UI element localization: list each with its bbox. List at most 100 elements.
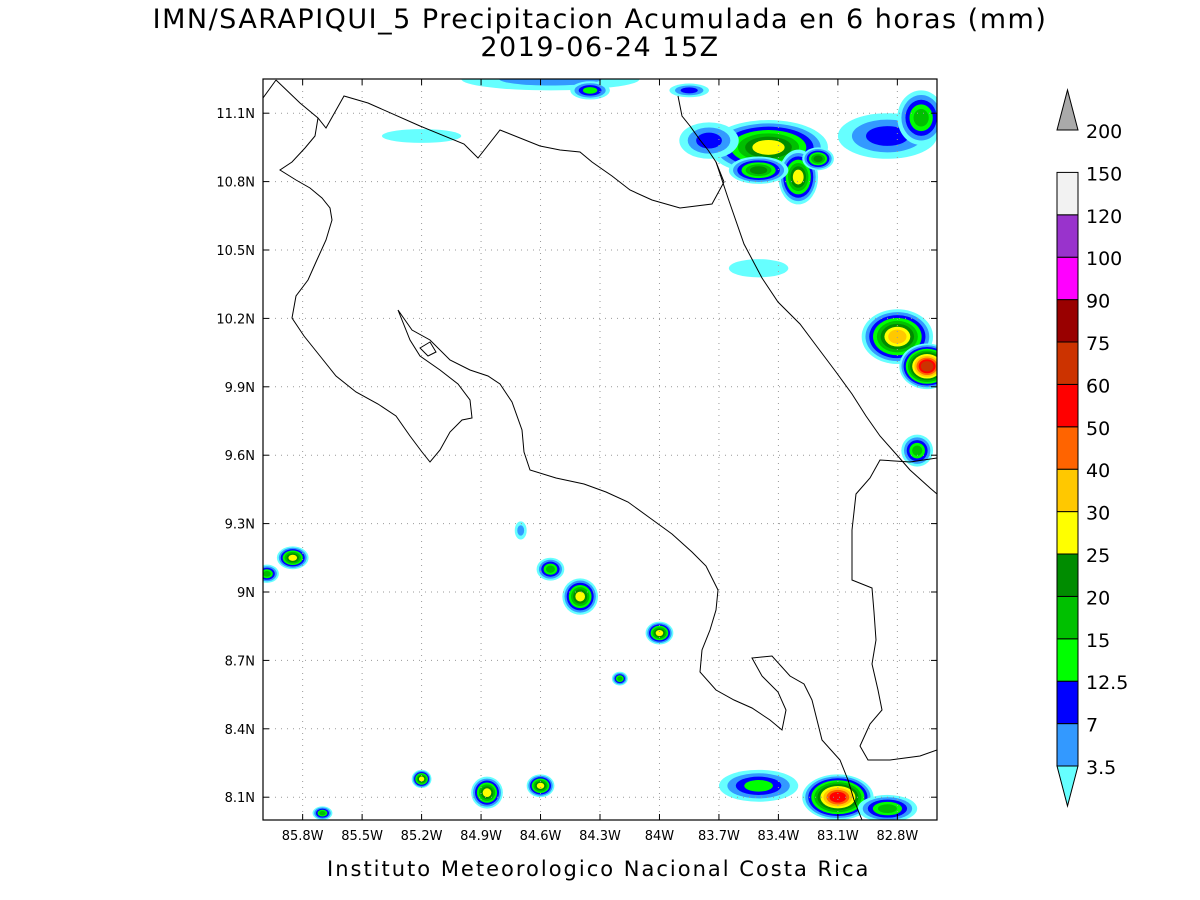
precip-contour — [536, 782, 545, 789]
legend-label: 15 — [1086, 630, 1110, 652]
lon-tick-label: 85.5W — [341, 829, 383, 844]
legend-label: 90 — [1086, 291, 1110, 313]
precip-cell — [611, 671, 628, 686]
legend-label: 50 — [1086, 418, 1110, 440]
precip-contour — [920, 361, 934, 372]
legend-swatch — [1056, 723, 1079, 767]
lat-tick-label: 9.6N — [225, 449, 255, 464]
legend-label: 60 — [1086, 375, 1110, 397]
lat-tick-label: 9N — [237, 586, 255, 601]
legend-swatch — [1056, 680, 1079, 725]
precip-cell — [718, 769, 799, 802]
precip-cell — [897, 90, 937, 146]
precip-contour — [752, 139, 785, 155]
legend-swatch — [1056, 765, 1079, 808]
precip-cell — [645, 621, 674, 645]
precip-cell — [411, 769, 432, 789]
legend-swatch — [1056, 638, 1079, 682]
legend-label: 25 — [1086, 545, 1110, 567]
legend-swatch — [1056, 426, 1079, 470]
precip-cell — [562, 578, 599, 615]
precip-contour — [728, 259, 789, 278]
precip-contour — [319, 810, 326, 816]
map-frame — [262, 78, 938, 821]
precip-cell — [526, 774, 555, 798]
precip-cell — [802, 774, 874, 820]
lat-tick-label: 8.1N — [225, 791, 255, 806]
lat-tick-label: 9.3N — [225, 518, 255, 533]
lon-tick-label: 85.2W — [401, 829, 443, 844]
map-title: IMN/SARAPIQUI_5 Precipitacion Acumulada … — [152, 4, 1048, 35]
precip-contour — [913, 109, 929, 127]
precip-contour — [381, 129, 462, 143]
precip-contour — [288, 554, 298, 561]
precip-cell — [802, 147, 834, 171]
legend-label: 150 — [1086, 163, 1122, 185]
precip-cell — [901, 434, 934, 467]
precip-cell — [570, 81, 610, 100]
legend-label: 75 — [1086, 333, 1110, 355]
precip-cell — [381, 129, 462, 143]
precip-contour — [575, 591, 586, 602]
legend-label: 20 — [1086, 587, 1110, 609]
precip-cell — [728, 259, 789, 278]
lat-tick-label: 9.9N — [225, 381, 255, 396]
precip-contour — [749, 166, 768, 175]
precip-contour — [517, 525, 525, 536]
lon-tick-label: 85.8W — [282, 829, 324, 844]
lat-tick-label: 8.7N — [225, 654, 255, 669]
precip-contour — [482, 788, 492, 797]
legend-swatch — [1056, 88, 1079, 131]
lon-tick-label: 82.8W — [876, 829, 918, 844]
precipitation-field — [263, 79, 937, 820]
precip-contour — [865, 126, 909, 146]
precip-contour — [696, 132, 722, 149]
lon-tick-label: 84.3W — [579, 829, 621, 844]
legend-label: 40 — [1086, 460, 1110, 482]
precip-cell — [471, 776, 503, 809]
lon-tick-label: 83.1W — [817, 829, 859, 844]
precip-cell — [276, 546, 309, 570]
legend-swatch — [1056, 553, 1079, 597]
legend-swatch — [1056, 171, 1079, 216]
legend-label: 30 — [1086, 503, 1110, 525]
legend-label: 7 — [1086, 715, 1098, 737]
legend-label: 100 — [1086, 248, 1122, 270]
precip-cell — [514, 521, 527, 540]
precip-contour — [744, 780, 773, 792]
legend-swatch — [1056, 595, 1079, 640]
precip-contour — [263, 570, 271, 577]
lon-tick-label: 84.6W — [520, 829, 562, 844]
footer-institution: Instituto Meteorologico Nacional Costa R… — [327, 857, 871, 881]
precip-cell — [861, 309, 934, 365]
legend-swatch — [1056, 256, 1079, 301]
lat-tick-label: 10.2N — [216, 312, 255, 327]
precip-contour — [813, 155, 823, 163]
legend-swatch — [1056, 468, 1079, 513]
legend-label: 120 — [1086, 206, 1122, 228]
precip-cell — [857, 794, 918, 820]
precip-contour — [499, 79, 602, 86]
legend-swatch — [1056, 299, 1079, 343]
lon-tick-label: 84W — [645, 829, 675, 844]
color-legend: 3.5 7 12.5 15 20 25 30 40 50 60 75 90 100 120 150 200 — [1056, 88, 1128, 808]
precip-contour — [912, 445, 923, 456]
precip-cell — [679, 122, 739, 159]
precip-cell — [728, 156, 789, 184]
precip-cell — [669, 83, 710, 98]
legend-swatch — [1056, 214, 1079, 258]
precip-contour — [418, 776, 425, 782]
precip-contour — [546, 565, 555, 573]
precip-contour — [877, 804, 897, 813]
precip-cell — [312, 806, 333, 820]
coastline — [263, 79, 937, 820]
precip-cell — [263, 564, 279, 583]
lat-tick-label: 10.5N — [216, 244, 255, 259]
lat-tick-label: 10.8N — [216, 176, 255, 191]
axes: 85.8W 85.5W 85.2W 84.9W 84.6W 84.3W 84W 83.7W 83… — [216, 79, 937, 844]
legend-label: 200 — [1086, 121, 1122, 143]
lon-tick-label: 84.9W — [460, 829, 502, 844]
lon-tick-label: 83.7W — [698, 829, 740, 844]
legend-swatch — [1056, 383, 1079, 428]
